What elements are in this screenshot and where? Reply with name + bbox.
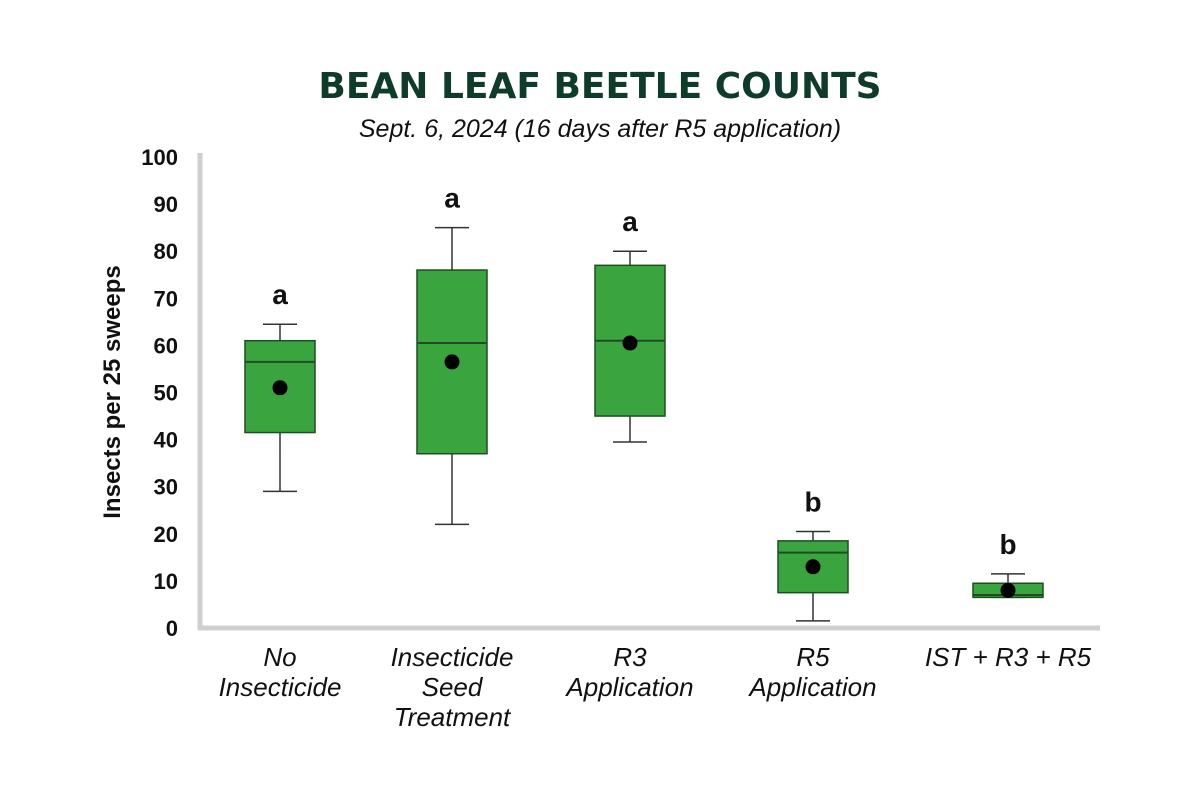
y-tick-label: 100 — [141, 145, 178, 170]
x-category-label: IST + R3 + R5 — [925, 642, 1092, 672]
y-ticks: 0 10 20 30 40 50 60 70 80 90 100 — [141, 145, 178, 641]
y-tick-label: 90 — [154, 192, 178, 217]
y-tick-label: 70 — [154, 286, 178, 311]
mean-point — [805, 559, 821, 575]
box-group: b — [972, 529, 1044, 599]
y-tick-label: 80 — [154, 239, 178, 264]
y-axis-label: Insects per 25 sweeps — [99, 265, 126, 518]
category-labels: NoInsecticideInsecticideSeedTreatmentR3A… — [219, 642, 1092, 732]
box-group: a — [594, 206, 666, 443]
significance-letter: a — [444, 183, 460, 214]
chart-title: BEAN LEAF BEETLE COUNTS — [318, 66, 881, 107]
significance-letter: b — [804, 486, 821, 517]
x-category-label: R5 — [796, 642, 830, 672]
x-category-label: Seed — [422, 672, 484, 702]
x-category-label: Treatment — [394, 702, 512, 732]
x-category-label: Application — [564, 672, 693, 702]
y-tick-label: 30 — [154, 475, 178, 500]
significance-letter: a — [622, 206, 638, 237]
axes — [197, 153, 1100, 631]
box-group: a — [416, 183, 488, 526]
boxes: a a a b b — [244, 183, 1044, 622]
box-group: a — [244, 279, 316, 493]
mean-point — [272, 380, 288, 396]
x-category-label: Insecticide — [219, 672, 342, 702]
mean-point — [622, 335, 638, 351]
y-tick-label: 0 — [166, 616, 178, 641]
y-tick-label: 60 — [154, 333, 178, 358]
box-iqr — [244, 339, 316, 434]
mean-point — [444, 354, 460, 370]
x-category-label: R3 — [613, 642, 647, 672]
y-tick-label: 20 — [154, 522, 178, 547]
x-category-label: No — [263, 642, 296, 672]
y-tick-label: 50 — [154, 381, 178, 406]
significance-letter: a — [272, 279, 288, 310]
mean-point — [1000, 582, 1016, 598]
box-group: b — [777, 486, 849, 622]
significance-letter: b — [999, 529, 1016, 560]
chart-subtitle: Sept. 6, 2024 (16 days after R5 applicat… — [359, 115, 841, 143]
x-category-label: Insecticide — [391, 642, 514, 672]
y-tick-label: 10 — [154, 569, 178, 594]
y-tick-label: 40 — [154, 428, 178, 453]
x-category-label: Application — [747, 672, 876, 702]
